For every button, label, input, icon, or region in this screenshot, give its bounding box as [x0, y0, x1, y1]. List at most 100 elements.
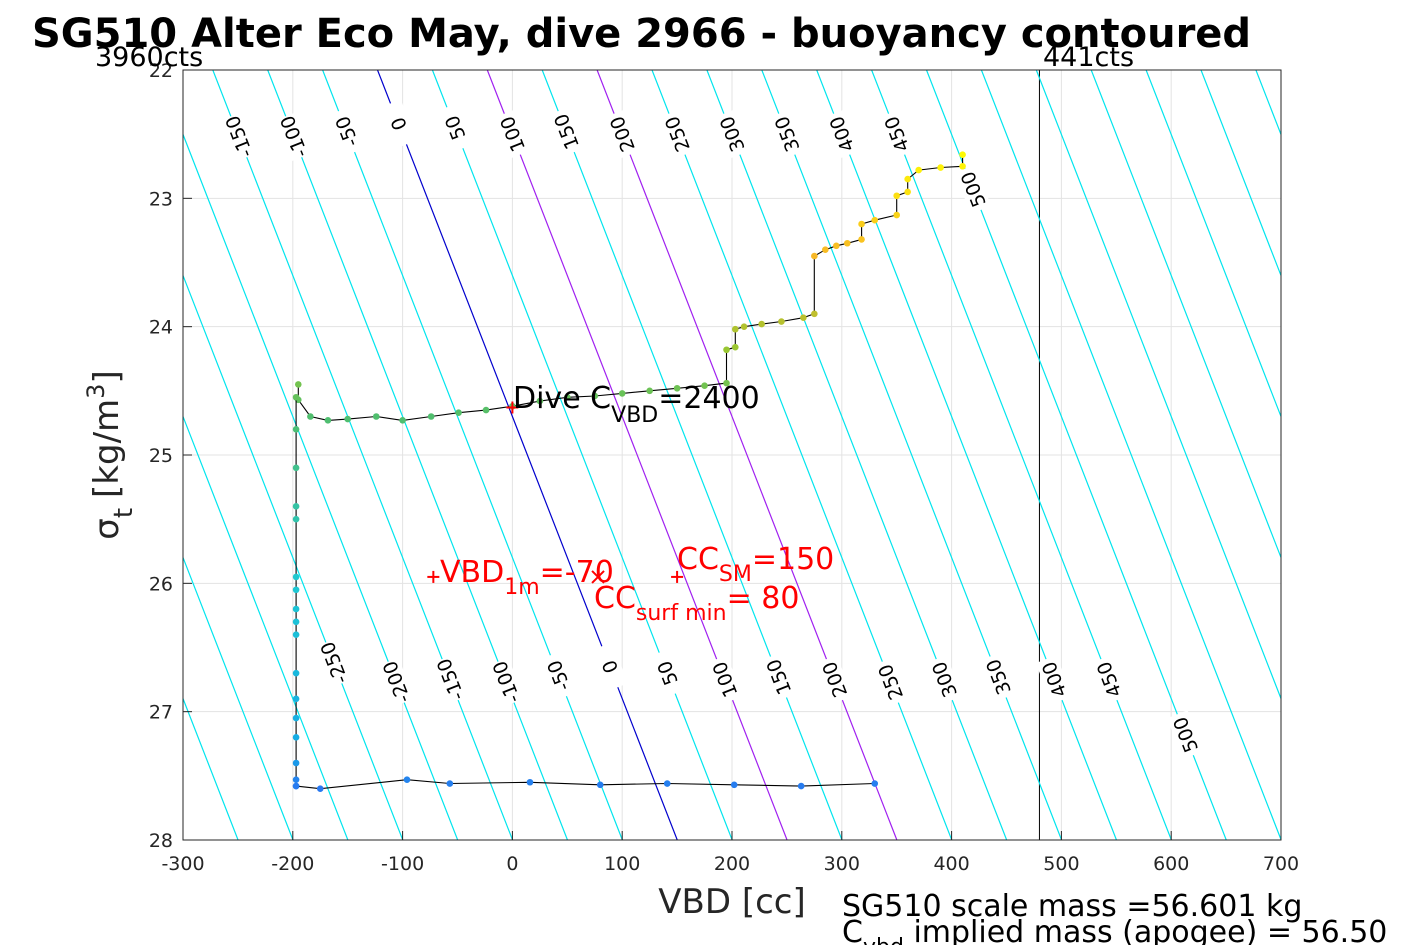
contour-label-bg: [1035, 655, 1073, 705]
contour-line: [706, 70, 1008, 840]
contour-line: [212, 70, 514, 840]
contour-label-bg: [315, 638, 353, 688]
contour-line: [651, 70, 953, 840]
contour-line: [761, 70, 1063, 840]
ascent-track-point: [811, 310, 818, 318]
bottom-track-point: [292, 782, 300, 790]
vbd-1m-annotation: VBD1m=-70: [440, 555, 614, 600]
contour-label-bg: [547, 107, 585, 157]
bottom-track-point: [526, 778, 534, 786]
contour-label-bg: [380, 99, 417, 149]
contour-label-bg: [328, 107, 365, 157]
contour-line: [871, 70, 1172, 840]
contour-label-bg: [823, 109, 860, 159]
descent-track-point: [292, 631, 300, 638]
y-tick-label: 25: [149, 445, 173, 467]
ascent-track-point: [740, 323, 748, 330]
x-marker: [591, 570, 605, 584]
descent-track-point: [292, 714, 300, 722]
contour-line: [183, 555, 294, 840]
contour-line: [376, 70, 678, 840]
y-tick-label: 24: [149, 317, 173, 339]
contour-line: [183, 132, 459, 840]
descent-track-point: [292, 605, 300, 613]
ascent-track-point: [731, 343, 739, 351]
ascent-track-point: [646, 387, 653, 395]
ascent-track-point: [937, 164, 944, 171]
contour-line: [980, 70, 1281, 840]
ascent-track-point: [959, 162, 966, 170]
contour-line: [322, 70, 623, 840]
x-tick-label: 100: [604, 853, 640, 875]
x-tick-label: 300: [824, 853, 860, 875]
ascent-track-point: [871, 216, 879, 224]
contour-line: [1200, 70, 1281, 278]
buoyancy-contours: [0, 70, 1281, 840]
ascent-track-point: [833, 242, 840, 250]
contour-label-bg: [872, 657, 909, 707]
cc-sm-annotation: CCSM=150: [677, 542, 834, 587]
descent-track-point: [292, 464, 300, 472]
right-limit-label: 441cts: [1043, 42, 1134, 73]
ascent-track-point: [811, 252, 818, 260]
dive-tracks: [292, 151, 966, 792]
ascent-track-point: [324, 417, 332, 424]
contour-line: [1145, 70, 1281, 419]
contour-line: [183, 414, 349, 840]
bottom-track-point: [403, 776, 411, 783]
x-tick-label: 400: [933, 853, 969, 875]
contour-label-bg: [1090, 655, 1128, 705]
ascent-track-point: [822, 246, 829, 253]
ascent-track-point: [731, 325, 739, 333]
ascent-track-point: [778, 318, 785, 325]
ascent-track-point: [427, 413, 435, 420]
descent-track-point: [292, 776, 300, 783]
ascent-track-point: [482, 406, 490, 414]
chart-title: SG510 Alter Eco May, dive 2966 - buoyanc…: [32, 11, 1251, 57]
y-axis-label: σt [kg/m3]: [82, 370, 139, 539]
x-tick-label: -100: [381, 853, 424, 875]
bottom-track-point: [730, 781, 738, 789]
bottom-track-point: [871, 780, 879, 787]
y-label-close: ]: [87, 370, 127, 383]
contour-line: [0, 70, 73, 840]
contour-label-bg: [816, 655, 853, 705]
ascent-track-point: [294, 381, 302, 388]
contour-label-bg: [979, 652, 1017, 702]
contour-label-bg: [954, 164, 992, 214]
ascent-track-point: [723, 379, 730, 387]
contour-label-bg: [768, 109, 806, 159]
contour-label-bg: [760, 652, 797, 702]
y-tick-label: 26: [149, 573, 173, 595]
ascent-track-point: [843, 239, 851, 247]
descent-track-point: [292, 586, 300, 594]
y-tick-label: 22: [149, 60, 173, 82]
ascent-track-point: [893, 192, 900, 200]
x-tick-label: 700: [1263, 853, 1299, 875]
ascent-track-point: [455, 409, 462, 416]
ascent-track-point: [915, 166, 922, 174]
contour-label-bg: [431, 655, 469, 705]
contour-line: [1035, 70, 1281, 701]
contour-label-bg: [658, 109, 696, 159]
bottom-track-point: [797, 782, 805, 790]
y-tick-label: 23: [149, 188, 173, 210]
ascent-track-point: [904, 175, 911, 183]
contour-line: [0, 70, 18, 840]
contour-label-bg: [878, 109, 915, 159]
implied-mass-note: Cvbd implied mass (apogee) = 56.50: [842, 915, 1387, 945]
contour-label-bg: [494, 109, 531, 159]
descent-track-point: [292, 515, 300, 523]
descent-track-point: [292, 669, 300, 677]
contour-line: [1090, 70, 1281, 560]
contour-label-bg: [540, 651, 577, 701]
contour-label-bg: [648, 648, 686, 698]
y-label-sup: 3: [82, 384, 110, 399]
ascent-track-point: [959, 151, 966, 158]
markers: [427, 401, 684, 584]
ascent-track-point: [399, 417, 406, 424]
contour-line: [541, 70, 843, 840]
contour-label-bg: [713, 109, 751, 159]
contour-line: [431, 70, 733, 840]
